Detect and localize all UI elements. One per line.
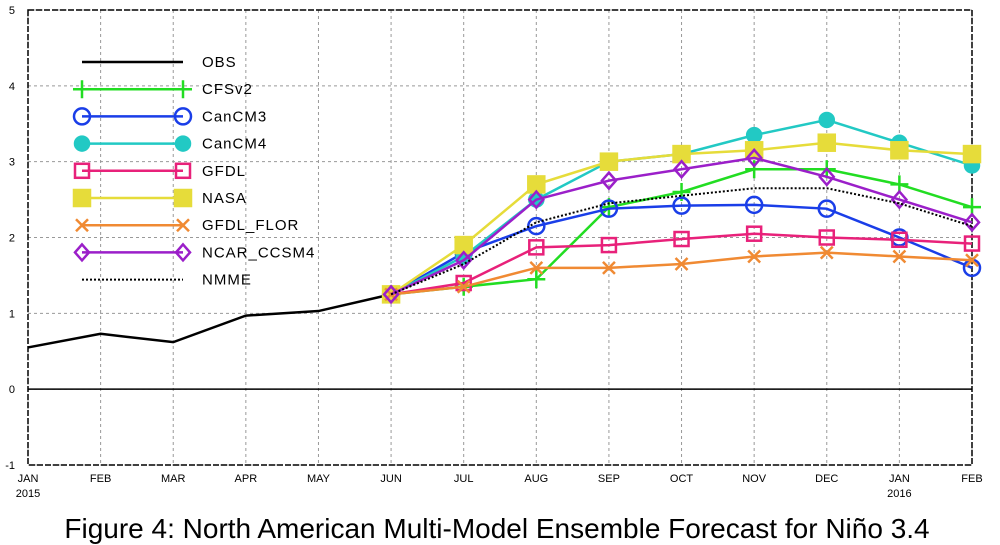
x-tick-label: JUN (380, 473, 401, 485)
marker (72, 188, 92, 208)
marker (73, 162, 91, 180)
y-tick-label: 5 (9, 5, 15, 17)
series-line (390, 187, 973, 296)
marker (73, 242, 91, 263)
marker (600, 170, 618, 191)
series-line (27, 293, 392, 349)
y-tick-label: 3 (9, 157, 15, 169)
marker (176, 218, 190, 233)
series-line (390, 232, 973, 296)
y-tick-label: 2 (9, 233, 15, 245)
legend-label: CFSv2 (202, 81, 253, 98)
marker (890, 189, 909, 210)
marker (75, 218, 89, 233)
x-tick-label: NOV (742, 473, 767, 485)
marker (456, 279, 471, 294)
marker (72, 107, 92, 126)
x-tick-label: DEC (815, 473, 838, 485)
marker (528, 239, 545, 256)
marker (819, 245, 834, 260)
marker (672, 159, 691, 180)
x-tick-label: AUG (524, 473, 548, 485)
marker (674, 257, 689, 271)
legend-label: OBS (202, 54, 237, 71)
x-year-label: 2016 (887, 488, 911, 500)
x-tick-label: JAN (18, 473, 39, 485)
x-tick-label: APR (235, 473, 258, 485)
marker (744, 195, 764, 215)
caption: Figure 4: North American Multi-Model Ens… (64, 513, 929, 544)
legend-label: CanCM3 (202, 108, 267, 125)
series-line (390, 203, 973, 296)
marker (963, 235, 981, 252)
y-tick-label: 1 (9, 308, 15, 320)
legend-label: NMME (202, 272, 252, 289)
y-tick-label: 4 (9, 81, 15, 93)
x-tick-label: SEP (598, 473, 620, 485)
legend-label: GFDL_FLOR (202, 217, 299, 234)
marker (818, 111, 836, 129)
marker (817, 133, 837, 152)
marker (527, 189, 545, 210)
legend-label: NASA (202, 190, 247, 207)
marker (745, 126, 763, 144)
x-tick-label: FEB (961, 473, 982, 485)
marker (73, 80, 91, 99)
marker (602, 260, 616, 275)
marker (174, 135, 192, 152)
x-tick-label: OCT (670, 473, 694, 485)
marker (174, 80, 192, 99)
marker (527, 270, 546, 289)
y-tick-label: 0 (9, 384, 15, 396)
marker (599, 199, 619, 218)
marker (173, 107, 193, 126)
marker (529, 260, 544, 275)
marker (963, 212, 981, 233)
x-tick-label: FEB (90, 473, 111, 485)
x-tick-label: MAR (161, 473, 186, 485)
marker (174, 242, 192, 263)
marker (890, 141, 909, 160)
marker (600, 236, 618, 254)
marker (174, 162, 192, 180)
marker (962, 144, 982, 164)
marker (455, 274, 472, 292)
x-year-label: 2015 (16, 488, 40, 500)
marker (745, 225, 763, 242)
marker (818, 166, 836, 187)
marker (455, 250, 473, 271)
marker (965, 253, 979, 268)
marker (173, 188, 193, 208)
x-tick-label: JAN (889, 473, 910, 485)
marker (599, 152, 619, 171)
legend-label: GFDL (202, 163, 246, 180)
x-tick-label: JUL (454, 473, 474, 485)
legend-label: CanCM4 (202, 136, 267, 153)
marker (745, 147, 763, 168)
marker (891, 231, 908, 249)
marker (745, 160, 764, 179)
marker (73, 135, 91, 152)
series-line (390, 141, 973, 296)
legend-label: NCAR_CCSM4 (202, 244, 315, 261)
y-tick-label: -1 (5, 460, 15, 472)
marker (892, 249, 907, 264)
series-line (390, 156, 973, 296)
marker (818, 229, 836, 246)
marker (747, 249, 762, 264)
marker (673, 230, 690, 248)
marker (672, 196, 691, 215)
x-tick-label: MAY (307, 473, 331, 485)
marker (817, 199, 837, 218)
